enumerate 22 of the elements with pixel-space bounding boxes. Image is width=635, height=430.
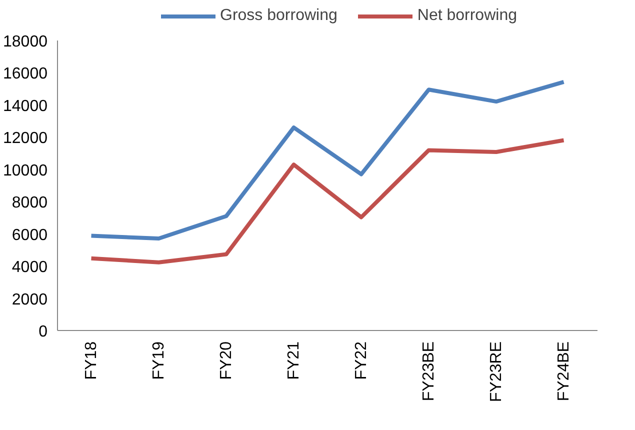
- y-tick-label: 14000: [3, 98, 48, 115]
- legend-label: Gross borrowing: [220, 7, 338, 25]
- y-tick-label: 0: [38, 324, 48, 340]
- x-tick-label: FY22: [352, 341, 370, 380]
- x-tick-label: FY21: [285, 341, 302, 380]
- x-tick-label: FY23RE: [488, 342, 505, 402]
- x-tick-label: FY20: [218, 341, 235, 380]
- y-tick-label: 18000: [3, 34, 48, 50]
- legend-label: Net borrowing: [417, 7, 517, 25]
- x-tick-label: FY18: [82, 341, 100, 380]
- x-tick-label: FY24BE: [555, 341, 572, 402]
- y-tick-label: 2000: [12, 291, 48, 308]
- y-tick-label: 6000: [12, 226, 48, 244]
- x-tick-label: FY19: [150, 341, 168, 380]
- y-tick-label: 10000: [3, 162, 48, 180]
- y-tick-label: 16000: [3, 66, 48, 83]
- x-tick-label: FY23BE: [420, 341, 438, 402]
- line-series: [89, 80, 566, 241]
- y-tick-label: 4000: [12, 259, 48, 276]
- y-tick-label: 8000: [12, 194, 48, 212]
- y-tick-label: 12000: [3, 130, 48, 148]
- line-series: [89, 138, 566, 264]
